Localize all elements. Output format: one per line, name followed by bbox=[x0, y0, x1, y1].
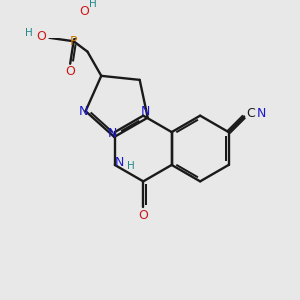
Text: N: N bbox=[140, 105, 150, 118]
Text: O: O bbox=[79, 4, 89, 17]
Text: N: N bbox=[257, 106, 266, 120]
Text: N: N bbox=[79, 105, 88, 118]
Text: H: H bbox=[127, 161, 135, 171]
Text: P: P bbox=[70, 35, 77, 48]
Text: H: H bbox=[25, 28, 32, 38]
Text: O: O bbox=[65, 65, 75, 78]
Text: N: N bbox=[114, 156, 124, 169]
Text: N: N bbox=[108, 127, 117, 140]
Text: O: O bbox=[36, 30, 46, 44]
Text: O: O bbox=[138, 208, 148, 222]
Text: C: C bbox=[246, 106, 255, 120]
Text: H: H bbox=[89, 0, 97, 9]
